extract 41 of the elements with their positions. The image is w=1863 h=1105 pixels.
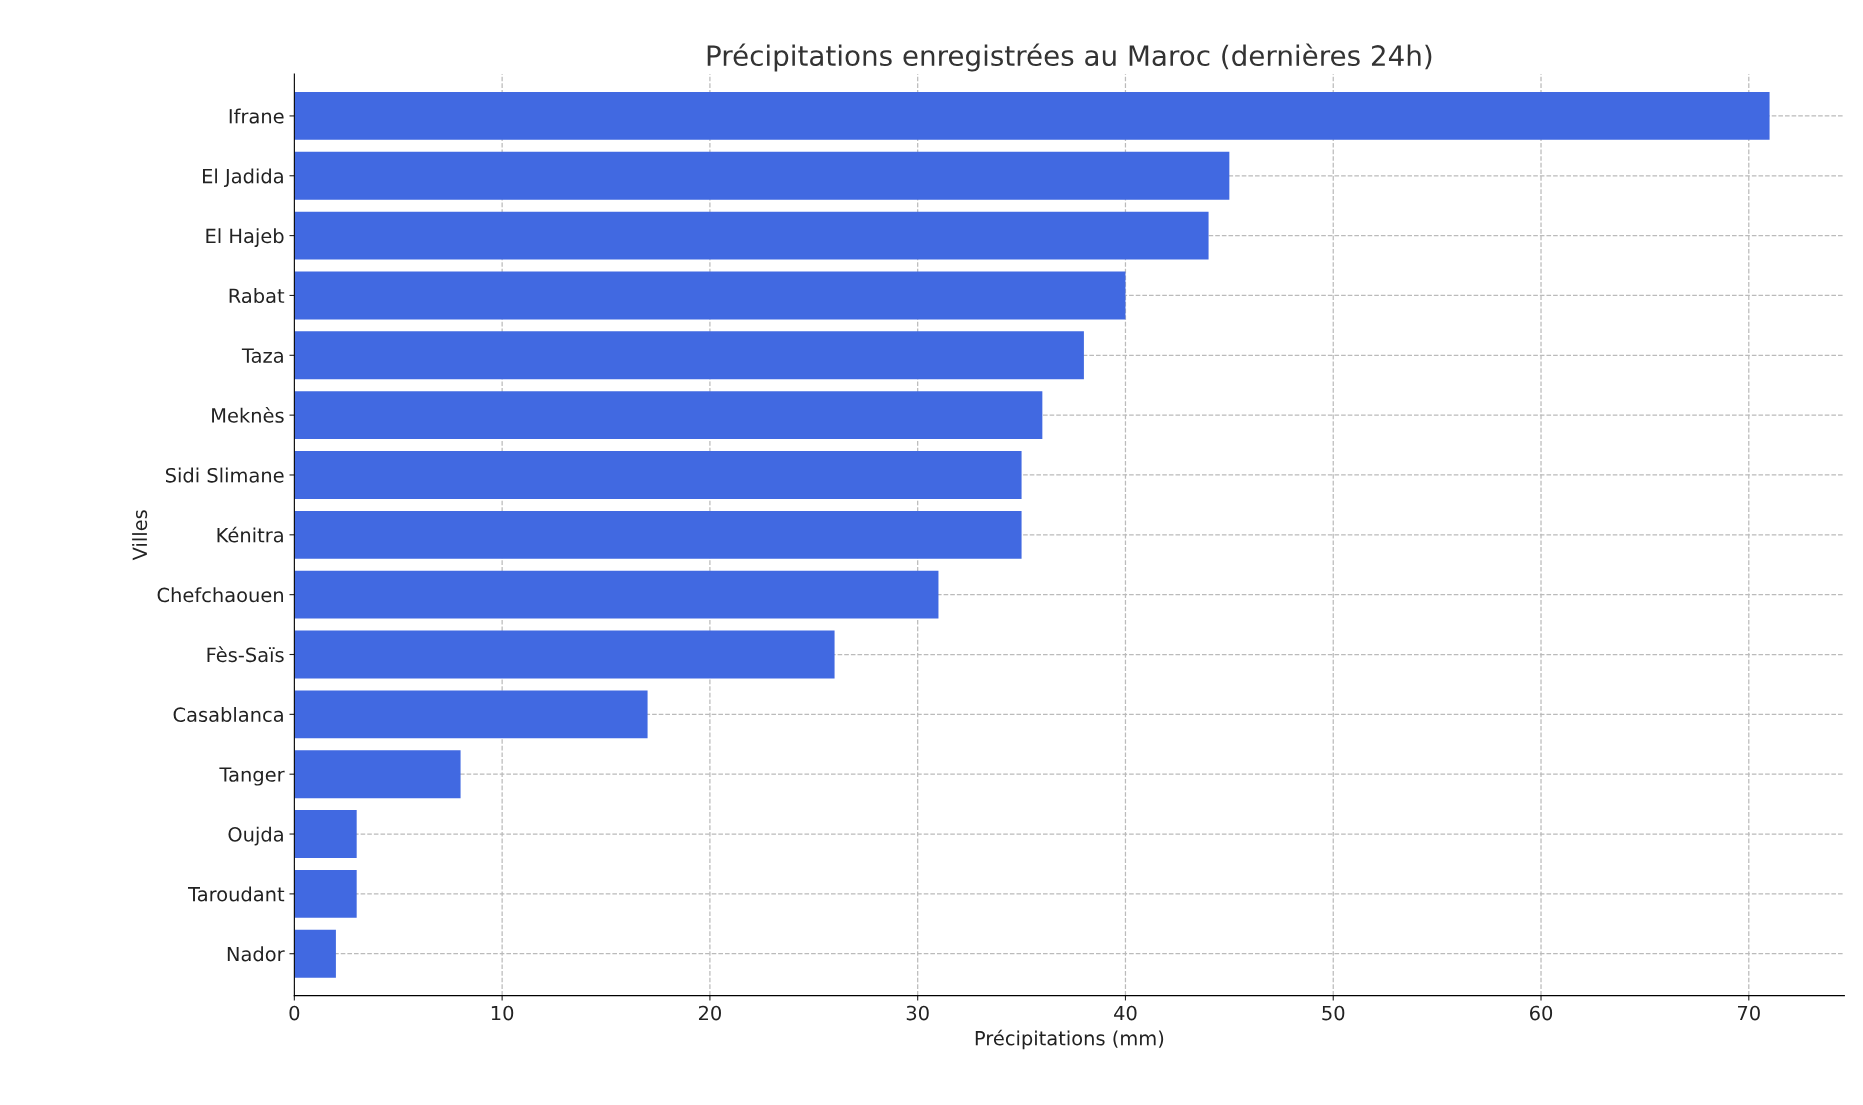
bar	[294, 810, 357, 858]
x-tick-label: 0	[289, 1005, 300, 1021]
x-tick-label: 50	[1322, 1005, 1345, 1021]
bar	[294, 151, 1230, 200]
x-tick-label: 70	[1738, 1005, 1760, 1021]
bar	[294, 750, 461, 799]
y-tick-label: Meknès	[212, 406, 284, 423]
bar	[294, 630, 835, 679]
bar	[294, 929, 336, 978]
bar	[294, 690, 648, 739]
y-tick-label: Tanger	[219, 767, 285, 786]
y-tick-label: Casablanca	[173, 706, 283, 723]
y-tick-label: El Jadida	[203, 168, 283, 188]
x-tick-label: 30	[906, 1005, 929, 1021]
x-tick-label: 20	[698, 1005, 721, 1021]
bar	[294, 570, 939, 619]
y-tick-label: Kénitra	[217, 526, 283, 543]
bar	[294, 331, 1084, 380]
x-tick-label: 10	[491, 1005, 514, 1021]
y-tick-label: Taroudant	[188, 886, 285, 902]
y-tick-label: Fès-Saïs	[207, 646, 284, 663]
bar	[294, 869, 357, 918]
y-tick-label: El Hajeb	[206, 228, 284, 248]
chart-title: Précipitations enregistrées au Maroc (dernières 24h)	[707, 43, 1432, 72]
y-axis-title: Villes	[132, 510, 148, 561]
x-tick-label: 40	[1114, 1005, 1137, 1021]
x-tick-label: 60	[1530, 1005, 1553, 1021]
x-axis-title: Précipitations (mm)	[975, 1029, 1164, 1050]
y-tick-label: Oujda	[228, 826, 283, 846]
y-tick-label: Chefchaouen	[157, 587, 283, 603]
bar	[294, 271, 1126, 320]
bar	[294, 451, 1022, 499]
y-tick-label: Taza	[241, 348, 283, 363]
bar	[294, 211, 1209, 260]
y-tick-label: Sidi Slimane	[165, 467, 284, 483]
y-tick-label: Nador	[227, 946, 285, 962]
y-tick-label: Ifrane	[229, 108, 284, 124]
bar	[294, 510, 1022, 559]
bar	[294, 91, 1770, 140]
y-tick-label: Rabat	[229, 288, 285, 304]
bar	[294, 391, 1043, 440]
